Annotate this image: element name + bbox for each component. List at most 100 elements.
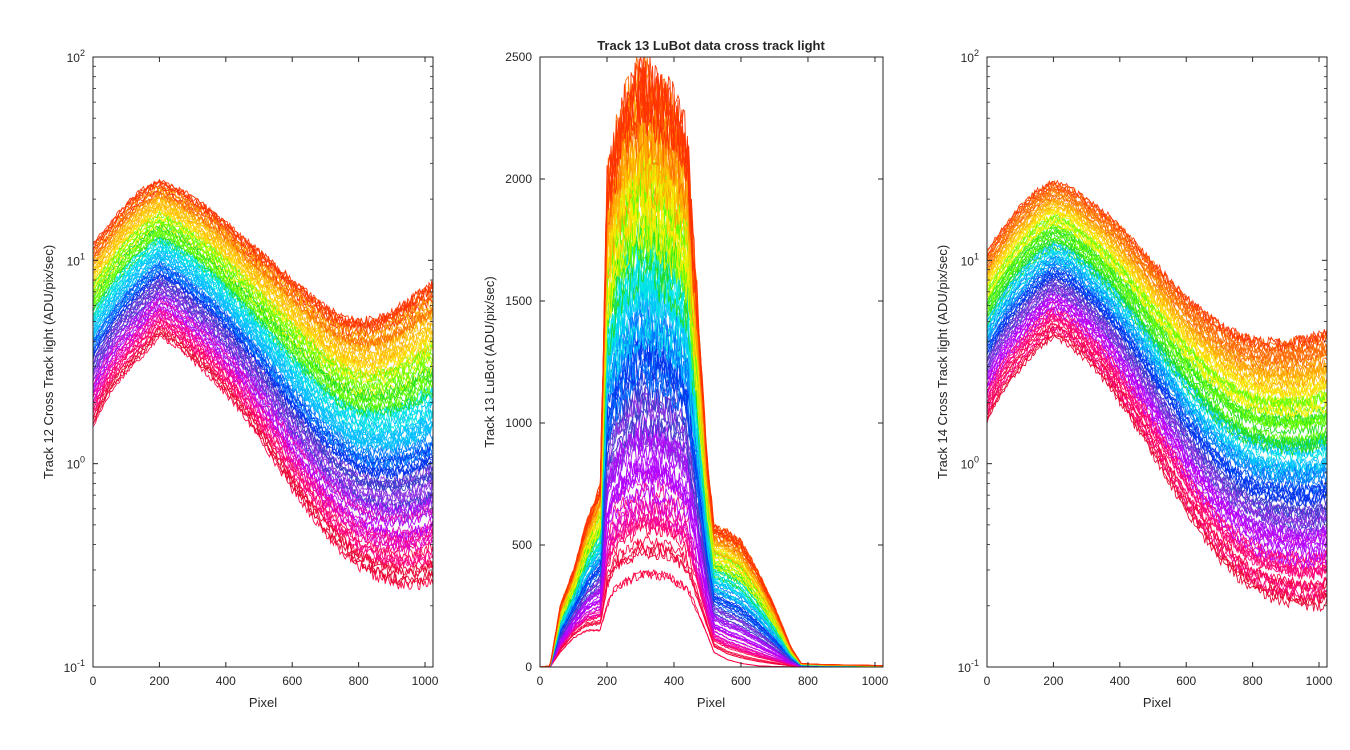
left-series-line — [93, 200, 433, 362]
left-series-line — [93, 331, 433, 588]
middle-x-tick-label: 800 — [798, 674, 818, 688]
right-series-line — [987, 267, 1327, 493]
left-x-tick-label: 400 — [216, 674, 236, 688]
right-series-line — [987, 282, 1327, 518]
right-series-line — [987, 334, 1327, 613]
right-series-lines — [987, 179, 1327, 613]
left-series-line — [93, 313, 433, 550]
right-series-line — [987, 179, 1327, 350]
left-series-line — [93, 254, 433, 449]
left-x-tick-label: 600 — [282, 674, 302, 688]
left-series-line — [93, 190, 433, 349]
left-x-tick-label: 1000 — [412, 674, 439, 688]
left-series-line — [93, 302, 433, 530]
right-y-tick-label: 100 — [961, 455, 979, 472]
right-series-line — [987, 324, 1327, 595]
left-series-line — [93, 249, 433, 443]
right-series-line — [987, 247, 1327, 463]
left-series-line — [93, 305, 433, 541]
middle-x-tick-label: 1000 — [862, 674, 889, 688]
right-series-line — [987, 322, 1327, 591]
panel-left: 0 200 400 600 800 1000 10-1 100 101 102 Pixel Tr… — [41, 48, 439, 710]
left-series-line — [93, 218, 433, 385]
right-series-line — [987, 186, 1327, 356]
left-series-line — [93, 220, 433, 391]
left-series-line — [93, 185, 433, 339]
left-xlabel: Pixel — [249, 695, 277, 710]
left-ylabel: Track 12 Cross Track light (ADU/pix/sec) — [41, 245, 56, 479]
left-series-line — [93, 312, 433, 550]
right-series-line — [987, 179, 1327, 349]
right-y-ticks: 10-1 100 101 102 — [958, 48, 1327, 675]
right-series-line — [987, 325, 1327, 601]
right-series-line — [987, 301, 1327, 556]
middle-y-tick-label: 0 — [525, 660, 532, 674]
left-y-ticks: 10-1 100 101 102 — [64, 48, 433, 675]
middle-x-tick-label: 200 — [597, 674, 617, 688]
right-y-tick-label: 10-1 — [958, 658, 979, 675]
right-x-ticks: 0 200 400 600 800 1000 — [984, 57, 1333, 688]
left-series-line — [93, 324, 433, 569]
right-plot-frame — [986, 56, 1328, 668]
left-series-line — [93, 178, 433, 328]
middle-y-tick-label: 2000 — [505, 172, 532, 186]
middle-y-tick-label: 2500 — [505, 50, 532, 64]
left-series-line — [93, 285, 433, 504]
left-series-line — [93, 307, 433, 544]
left-series-line — [93, 273, 433, 480]
left-series-line — [93, 287, 433, 511]
right-x-tick-label: 800 — [1243, 674, 1263, 688]
right-y-tick-label: 101 — [961, 251, 979, 268]
left-series-line — [93, 259, 433, 460]
left-series-lines — [93, 178, 433, 591]
middle-x-tick-label: 0 — [537, 674, 544, 688]
right-series-line — [987, 232, 1327, 436]
left-series-line — [93, 231, 433, 414]
right-series-line — [987, 202, 1327, 390]
right-y-tick-label: 102 — [961, 48, 979, 65]
left-series-line — [93, 332, 433, 586]
right-series-line — [987, 284, 1327, 526]
left-series-line — [93, 266, 433, 470]
middle-xlabel: Pixel — [697, 695, 725, 710]
right-xlabel: Pixel — [1143, 695, 1171, 710]
middle-plot-frame — [539, 56, 884, 668]
middle-y-ticks: 0 500 1000 1500 2000 2500 — [505, 50, 883, 674]
middle-x-tick-label: 400 — [664, 674, 684, 688]
left-plot-frame — [92, 56, 434, 668]
right-ylabel: Track 14 Cross Track light (ADU/pix/sec) — [935, 245, 950, 479]
middle-series-line — [540, 57, 883, 667]
middle-series-lines — [540, 57, 883, 667]
left-x-tick-label: 800 — [349, 674, 369, 688]
right-series-line — [987, 224, 1327, 420]
middle-series-line — [540, 569, 883, 667]
left-y-tick-label: 100 — [67, 455, 85, 472]
right-series-line — [987, 229, 1327, 428]
right-series-line — [987, 198, 1327, 382]
right-series-line — [987, 241, 1327, 451]
left-series-line — [93, 206, 433, 370]
right-series-line — [987, 280, 1327, 521]
right-series-line — [987, 183, 1327, 354]
right-x-tick-label: 200 — [1043, 674, 1063, 688]
right-series-line — [987, 289, 1327, 537]
right-x-tick-label: 600 — [1176, 674, 1196, 688]
left-series-line — [93, 261, 433, 466]
right-x-tick-label: 1000 — [1306, 674, 1333, 688]
left-series-line — [93, 318, 433, 566]
panel-right: 0 200 400 600 800 1000 10-1 100 101 102 Pixel Tr… — [935, 48, 1333, 710]
left-y-tick-label: 10-1 — [64, 658, 85, 675]
middle-y-tick-label: 1500 — [505, 294, 532, 308]
middle-y-tick-label: 500 — [512, 538, 532, 552]
middle-y-tick-label: 1000 — [505, 416, 532, 430]
left-series-line — [93, 273, 433, 485]
middle-x-tick-label: 600 — [731, 674, 751, 688]
left-series-line — [93, 242, 433, 428]
left-series-line — [93, 291, 433, 514]
right-series-line — [987, 220, 1327, 419]
left-y-tick-label: 101 — [67, 251, 85, 268]
left-series-line — [93, 217, 433, 390]
right-series-line — [987, 250, 1327, 475]
left-x-ticks: 0 200 400 600 800 1000 — [90, 57, 439, 688]
